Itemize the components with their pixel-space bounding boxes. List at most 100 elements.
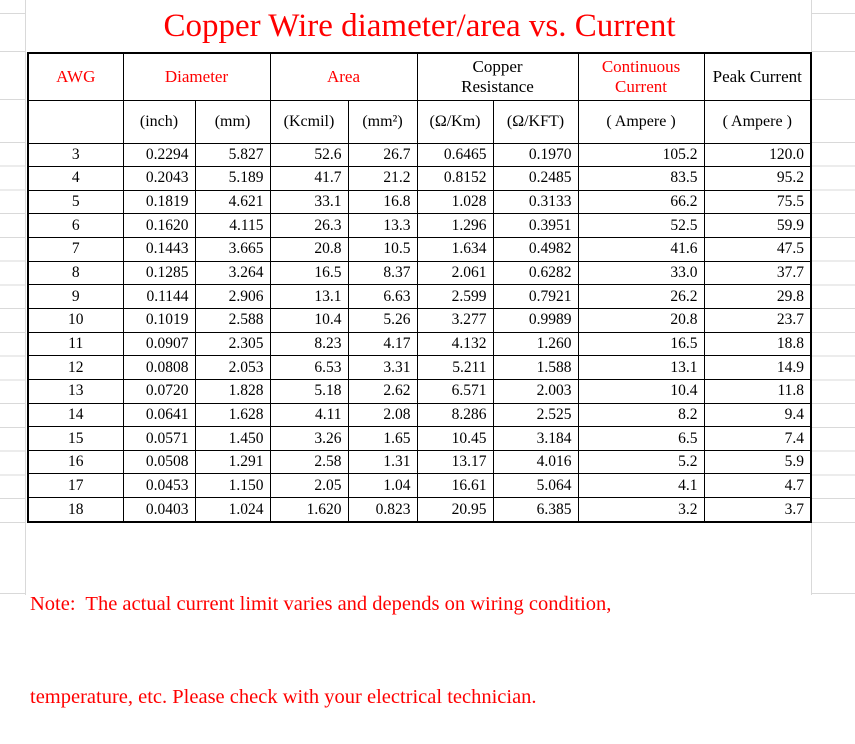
- sheet-gridline-vertical-left: [25, 0, 26, 595]
- footer-note-line1: Note: The actual current limit varies an…: [30, 593, 612, 615]
- table-row: 12 0.0808 2.053 6.53 3.31 5.211 1.588 13.1 14.9: [27, 355, 812, 380]
- table-row: 10 0.1019 2.588 10.4 5.26 3.277 0.9989 20.8 23.7: [27, 307, 812, 333]
- header-area: Area: [269, 52, 418, 101]
- value-cell: 0.1970: [492, 142, 579, 168]
- value-cell: 4.132: [416, 331, 494, 357]
- value-cell: 0.0403: [122, 497, 196, 523]
- value-cell: 0.6465: [416, 142, 494, 168]
- value-cell: 0.2043: [122, 166, 196, 191]
- value-cell: 6.63: [347, 284, 418, 309]
- sheet-gridlines-right-margin: [812, 142, 855, 524]
- table-row: 6 0.1620 4.115 26.3 13.3 1.296 0.3951 52.5 59.9: [27, 213, 812, 239]
- value-cell: 8.23: [269, 331, 349, 357]
- value-cell: 8.37: [347, 260, 418, 286]
- subheader-empty: [27, 99, 124, 144]
- header-diameter: Diameter: [122, 52, 271, 101]
- table-row: 4 0.2043 5.189 41.7 21.2 0.8152 0.2485 83.5 95.2: [27, 166, 812, 191]
- subheader-ohm-km: (Ω/Km): [416, 99, 494, 144]
- table-row: 17 0.0453 1.150 2.05 1.04 16.61 5.064 4.1 4.7: [27, 473, 812, 499]
- value-cell: 0.1019: [122, 307, 196, 333]
- value-cell: 8.2: [577, 402, 705, 428]
- value-cell: 0.3951: [492, 213, 579, 239]
- value-cell: 2.003: [492, 378, 579, 404]
- value-cell: 0.2294: [122, 142, 196, 168]
- value-cell: 1.31: [347, 449, 418, 475]
- value-cell: 6.385: [492, 497, 579, 523]
- value-cell: 10.4: [577, 378, 705, 404]
- value-cell: 1.634: [416, 237, 494, 262]
- value-cell: 1.04: [347, 473, 418, 499]
- value-cell: 11.8: [703, 378, 812, 404]
- table-row: 13 0.0720 1.828 5.18 2.62 6.571 2.003 10.4 11.8: [27, 378, 812, 404]
- awg-cell: 12: [27, 355, 124, 380]
- page-title: Copper Wire diameter/area vs. Current: [163, 8, 676, 44]
- sheet-gridline: [0, 99, 25, 100]
- value-cell: 0.1819: [122, 189, 196, 215]
- awg-cell: 7: [27, 237, 124, 262]
- value-cell: 26.3: [269, 213, 349, 239]
- header-copper-resistance: Copper Resistance: [416, 52, 579, 101]
- value-cell: 0.0453: [122, 473, 196, 499]
- value-cell: 5.9: [703, 449, 812, 475]
- value-cell: 0.3133: [492, 189, 579, 215]
- value-cell: 1.65: [347, 426, 418, 451]
- value-cell: 2.906: [194, 284, 271, 309]
- value-cell: 20.8: [269, 237, 349, 262]
- table-row: 7 0.1443 3.665 20.8 10.5 1.634 0.4982 41.6 47.5: [27, 237, 812, 262]
- value-cell: 26.2: [577, 284, 705, 309]
- value-cell: 26.7: [347, 142, 418, 168]
- footer-note: Note: The actual current limit varies an…: [30, 527, 830, 744]
- value-cell: 0.4982: [492, 237, 579, 262]
- value-cell: 6.53: [269, 355, 349, 380]
- spreadsheet-page: { "title": "Copper Wire diameter/area vs…: [0, 0, 855, 708]
- awg-cell: 6: [27, 213, 124, 239]
- value-cell: 3.264: [194, 260, 271, 286]
- value-cell: 0.1443: [122, 237, 196, 262]
- value-cell: 3.184: [492, 426, 579, 451]
- value-cell: 4.11: [269, 402, 349, 428]
- awg-cell: 17: [27, 473, 124, 499]
- value-cell: 33.0: [577, 260, 705, 286]
- table-row: 9 0.1144 2.906 13.1 6.63 2.599 0.7921 26.2 29.8: [27, 284, 812, 309]
- value-cell: 66.2: [577, 189, 705, 215]
- value-cell: 10.5: [347, 237, 418, 262]
- value-cell: 105.2: [577, 142, 705, 168]
- value-cell: 41.6: [577, 237, 705, 262]
- value-cell: 5.189: [194, 166, 271, 191]
- awg-cell: 9: [27, 284, 124, 309]
- value-cell: 8.286: [416, 402, 494, 428]
- sheet-gridline: [812, 51, 855, 52]
- table-row: 15 0.0571 1.450 3.26 1.65 10.45 3.184 6.5 7.4: [27, 426, 812, 451]
- subheader-ohm-kft: (Ω/KFT): [492, 99, 579, 144]
- value-cell: 13.17: [416, 449, 494, 475]
- awg-cell: 15: [27, 426, 124, 451]
- value-cell: 29.8: [703, 284, 812, 309]
- value-cell: 14.9: [703, 355, 812, 380]
- value-cell: 2.061: [416, 260, 494, 286]
- subheader-mm2: (mm²): [347, 99, 418, 144]
- value-cell: 52.6: [269, 142, 349, 168]
- awg-cell: 10: [27, 307, 124, 333]
- value-cell: 6.571: [416, 378, 494, 404]
- value-cell: 37.7: [703, 260, 812, 286]
- sheet-gridline: [0, 51, 25, 52]
- value-cell: 1.828: [194, 378, 271, 404]
- awg-cell: 8: [27, 260, 124, 286]
- value-cell: 13.1: [269, 284, 349, 309]
- value-cell: 0.2485: [492, 166, 579, 191]
- value-cell: 0.0571: [122, 426, 196, 451]
- value-cell: 20.8: [577, 307, 705, 333]
- value-cell: 16.5: [577, 331, 705, 357]
- subheader-mm: (mm): [194, 99, 271, 144]
- value-cell: 3.26: [269, 426, 349, 451]
- value-cell: 4.17: [347, 331, 418, 357]
- value-cell: 0.9989: [492, 307, 579, 333]
- value-cell: 2.053: [194, 355, 271, 380]
- header-awg: AWG: [27, 52, 124, 101]
- value-cell: 10.45: [416, 426, 494, 451]
- value-cell: 1.620: [269, 497, 349, 523]
- value-cell: 0.8152: [416, 166, 494, 191]
- value-cell: 2.525: [492, 402, 579, 428]
- header-group-row: AWG Diameter Area Copper Resistance Cont…: [27, 52, 812, 101]
- sheet-gridline: [812, 593, 855, 594]
